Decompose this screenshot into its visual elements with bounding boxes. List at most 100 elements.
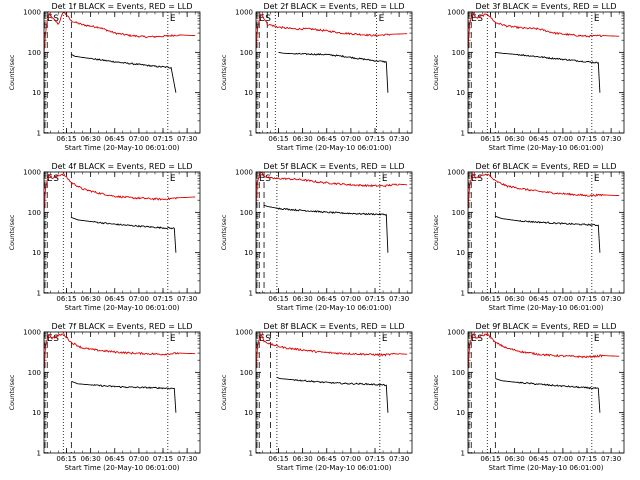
panel-det-4: Det 4f BLACK = Events, RED = LLD Counts/s… bbox=[8, 162, 201, 312]
panel-det-9: Det 9f BLACK = Events, RED = LLD Counts/s… bbox=[432, 322, 625, 472]
plot-frame bbox=[467, 331, 625, 454]
x-tick-label: 07:00 bbox=[341, 135, 361, 143]
marker-label: S bbox=[477, 174, 483, 184]
y-tick-label: 1000 bbox=[447, 9, 465, 17]
panel-det-3: Det 3f BLACK = Events, RED = LLD Counts/s… bbox=[432, 2, 625, 152]
series-line-events bbox=[276, 376, 389, 413]
y-tick-label: 10 bbox=[244, 89, 253, 97]
marker-label: S bbox=[265, 14, 271, 24]
panel-det-1: Det 1f BLACK = Events, RED = LLD Counts/s… bbox=[8, 2, 201, 152]
x-tick-label: 06:45 bbox=[529, 135, 549, 143]
x-tick-label: 07:30 bbox=[177, 295, 197, 303]
x-tick-label: 07:30 bbox=[177, 135, 197, 143]
series-line-lld bbox=[468, 332, 620, 370]
x-axis-label: Start Time (20-May-10 06:01:00) bbox=[64, 144, 179, 152]
x-tick-label: 06:45 bbox=[105, 295, 125, 303]
x-tick-label: 06:30 bbox=[293, 295, 313, 303]
y-tick-label: 1000 bbox=[235, 9, 253, 17]
x-tick-label: 06:15 bbox=[268, 135, 288, 143]
plot-frame bbox=[467, 171, 625, 294]
x-tick-label: 07:00 bbox=[129, 135, 149, 143]
x-axis-label: Start Time (20-May-10 06:01:00) bbox=[64, 464, 179, 472]
series-line-events bbox=[71, 53, 177, 93]
x-tick-label: 06:45 bbox=[105, 135, 125, 143]
plot-frame bbox=[43, 11, 201, 134]
y-tick-label: 100 bbox=[28, 369, 41, 377]
y-tick-label: 1 bbox=[249, 290, 253, 298]
x-axis-label: Start Time (20-May-10 06:01:00) bbox=[276, 144, 391, 152]
series-line-events bbox=[263, 204, 389, 253]
series-line-lld bbox=[44, 12, 196, 53]
x-tick-label: 07:30 bbox=[177, 455, 197, 463]
panel-title: Det 4f BLACK = Events, RED = LLD bbox=[51, 162, 192, 171]
y-tick-label: 100 bbox=[452, 49, 465, 57]
x-tick-label: 06:15 bbox=[268, 455, 288, 463]
x-tick-label: 06:45 bbox=[529, 295, 549, 303]
plot-frame bbox=[467, 11, 625, 134]
x-tick-label: 07:30 bbox=[601, 135, 621, 143]
panel-det-6: Det 6f BLACK = Events, RED = LLD Counts/s… bbox=[432, 162, 625, 312]
y-tick-label: 100 bbox=[452, 369, 465, 377]
y-axis-label: Counts/sec bbox=[220, 54, 228, 90]
x-tick-label: 06:45 bbox=[317, 455, 337, 463]
x-axis-label: Start Time (20-May-10 06:01:00) bbox=[488, 304, 603, 312]
panel-title: Det 2f BLACK = Events, RED = LLD bbox=[263, 2, 404, 11]
plot-frame bbox=[43, 171, 201, 294]
y-tick-label: 1000 bbox=[447, 329, 465, 337]
marker-label: E bbox=[47, 14, 53, 24]
y-tick-label: 100 bbox=[28, 49, 41, 57]
y-tick-label: 1000 bbox=[23, 329, 41, 337]
y-tick-label: 1 bbox=[249, 450, 253, 458]
x-tick-label: 07:15 bbox=[365, 455, 385, 463]
y-tick-label: 1000 bbox=[23, 169, 41, 177]
x-tick-label: 07:00 bbox=[129, 455, 149, 463]
marker-label: E bbox=[47, 174, 53, 184]
marker-label: E bbox=[170, 174, 176, 184]
series-line-events bbox=[495, 51, 601, 93]
x-tick-label: 06:30 bbox=[505, 455, 525, 463]
x-tick-label: 06:15 bbox=[480, 455, 500, 463]
x-axis-label: Start Time (20-May-10 06:01:00) bbox=[488, 144, 603, 152]
y-axis-label: Counts/sec bbox=[432, 214, 440, 250]
x-tick-label: 06:15 bbox=[56, 295, 76, 303]
panel-title: Det 5f BLACK = Events, RED = LLD bbox=[263, 162, 404, 171]
series-line-lld bbox=[256, 332, 408, 370]
marker-label: E bbox=[594, 334, 600, 344]
plot-frame bbox=[255, 331, 413, 454]
marker-label: E bbox=[259, 334, 265, 344]
marker-label: E bbox=[594, 174, 600, 184]
marker-label: E bbox=[471, 14, 477, 24]
y-tick-label: 10 bbox=[456, 409, 465, 417]
marker-label: E bbox=[471, 334, 477, 344]
x-axis-label: Start Time (20-May-10 06:01:00) bbox=[488, 464, 603, 472]
y-tick-label: 10 bbox=[456, 89, 465, 97]
panel-title: Det 9f BLACK = Events, RED = LLD bbox=[475, 322, 616, 331]
x-axis-label: Start Time (20-May-10 06:01:00) bbox=[276, 304, 391, 312]
x-tick-label: 07:15 bbox=[153, 295, 173, 303]
x-tick-label: 07:00 bbox=[341, 455, 361, 463]
series-line-events bbox=[495, 215, 601, 253]
y-axis-label: Counts/sec bbox=[8, 374, 16, 410]
x-axis-label: Start Time (20-May-10 06:01:00) bbox=[276, 464, 391, 472]
y-axis-label: Counts/sec bbox=[432, 374, 440, 410]
y-axis-label: Counts/sec bbox=[432, 54, 440, 90]
x-tick-label: 07:30 bbox=[389, 295, 409, 303]
y-tick-label: 100 bbox=[240, 49, 253, 57]
y-tick-label: 1 bbox=[37, 290, 41, 298]
marker-label: E bbox=[382, 174, 388, 184]
marker-label: S bbox=[265, 174, 271, 184]
x-tick-label: 06:30 bbox=[81, 455, 101, 463]
marker-label: E bbox=[382, 334, 388, 344]
panel-title: Det 8f BLACK = Events, RED = LLD bbox=[263, 322, 404, 331]
y-tick-label: 1 bbox=[461, 290, 465, 298]
x-tick-label: 06:30 bbox=[505, 135, 525, 143]
x-tick-label: 06:45 bbox=[317, 135, 337, 143]
panel-title: Det 3f BLACK = Events, RED = LLD bbox=[475, 2, 616, 11]
x-tick-label: 06:45 bbox=[317, 295, 337, 303]
marker-label: E bbox=[259, 174, 265, 184]
y-tick-label: 1000 bbox=[235, 169, 253, 177]
y-tick-label: 1 bbox=[37, 450, 41, 458]
x-tick-label: 06:15 bbox=[480, 295, 500, 303]
series-line-events bbox=[278, 51, 389, 93]
